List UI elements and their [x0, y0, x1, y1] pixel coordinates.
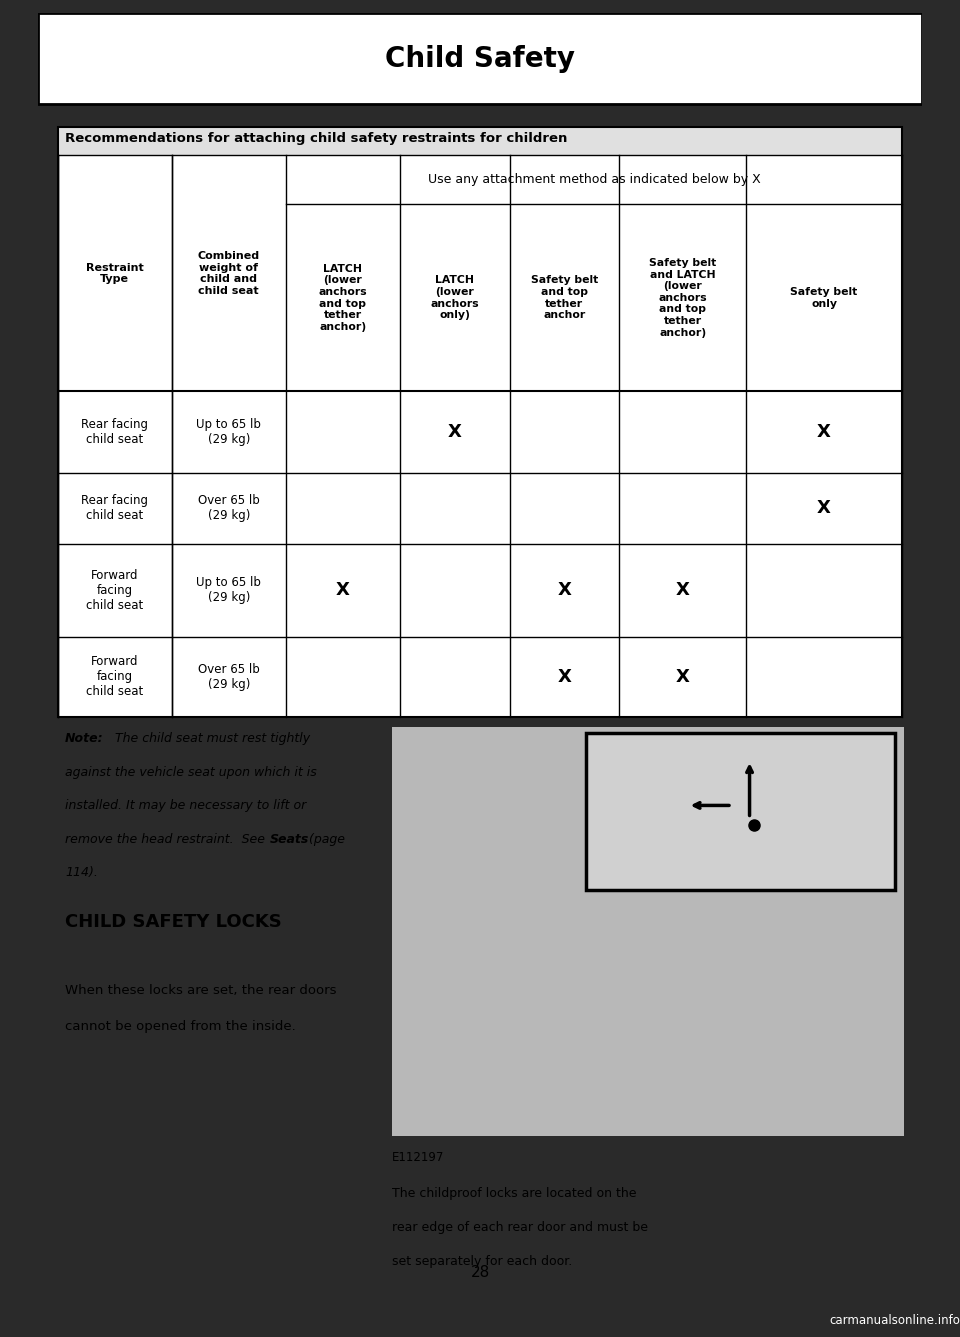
Text: X: X: [817, 422, 831, 441]
Text: LATCH
(lower
anchors
and top
tether
anchor): LATCH (lower anchors and top tether anch…: [319, 263, 367, 332]
Text: remove the head restraint.  See: remove the head restraint. See: [65, 833, 269, 845]
Text: LATCH
(lower
anchors
only): LATCH (lower anchors only): [430, 275, 479, 321]
Bar: [392, 727, 904, 1136]
Text: carmanualsonline.info: carmanualsonline.info: [829, 1314, 960, 1328]
Bar: [38, 13, 922, 104]
Text: Up to 65 lb
(29 kg): Up to 65 lb (29 kg): [197, 418, 261, 447]
Text: (page: (page: [305, 833, 346, 845]
Bar: [58, 127, 902, 155]
Text: When these locks are set, the rear doors: When these locks are set, the rear doors: [65, 984, 336, 996]
Text: Combined
weight of
child and
child seat: Combined weight of child and child seat: [198, 251, 260, 295]
Text: Safety belt
only: Safety belt only: [790, 287, 857, 309]
Text: Seats: Seats: [270, 833, 309, 845]
Bar: [587, 733, 895, 890]
Text: Child Safety: Child Safety: [385, 44, 575, 72]
Text: installed. It may be necessary to lift or: installed. It may be necessary to lift o…: [65, 800, 306, 812]
Text: cannot be opened from the inside.: cannot be opened from the inside.: [65, 1020, 296, 1032]
Bar: [58, 155, 902, 717]
Text: 114).: 114).: [65, 866, 98, 880]
Text: Safety belt
and LATCH
(lower
anchors
and top
tether
anchor): Safety belt and LATCH (lower anchors and…: [649, 258, 716, 338]
Text: X: X: [676, 582, 689, 599]
Text: X: X: [558, 582, 571, 599]
Text: Recommendations for attaching child safety restraints for children: Recommendations for attaching child safe…: [65, 132, 567, 146]
Text: X: X: [817, 499, 831, 517]
Text: against the vehicle seat upon which it is: against the vehicle seat upon which it i…: [65, 766, 317, 778]
Text: Note:: Note:: [65, 733, 104, 745]
Text: Restraint
Type: Restraint Type: [86, 262, 144, 285]
Text: Forward
facing
child seat: Forward facing child seat: [86, 568, 143, 611]
Text: Over 65 lb
(29 kg): Over 65 lb (29 kg): [198, 495, 260, 523]
Text: X: X: [336, 582, 349, 599]
Text: Rear facing
child seat: Rear facing child seat: [82, 495, 149, 523]
Text: The childproof locks are located on the: The childproof locks are located on the: [392, 1187, 636, 1201]
Text: rear edge of each rear door and must be: rear edge of each rear door and must be: [392, 1221, 648, 1234]
Text: X: X: [676, 667, 689, 686]
Text: X: X: [447, 422, 462, 441]
Text: X: X: [558, 667, 571, 686]
Text: Up to 65 lb
(29 kg): Up to 65 lb (29 kg): [197, 576, 261, 604]
Text: Use any attachment method as indicated below by X: Use any attachment method as indicated b…: [427, 174, 760, 186]
Bar: [58, 127, 902, 717]
Text: E112197: E112197: [392, 1151, 444, 1165]
Text: set separately for each door.: set separately for each door.: [392, 1254, 572, 1267]
Text: Rear facing
child seat: Rear facing child seat: [82, 418, 149, 447]
Text: Over 65 lb
(29 kg): Over 65 lb (29 kg): [198, 663, 260, 690]
Text: CHILD SAFETY LOCKS: CHILD SAFETY LOCKS: [65, 913, 281, 931]
Text: Safety belt
and top
tether
anchor: Safety belt and top tether anchor: [531, 275, 598, 321]
Text: 28: 28: [470, 1265, 490, 1281]
Text: Forward
facing
child seat: Forward facing child seat: [86, 655, 143, 698]
Text: The child seat must rest tightly: The child seat must rest tightly: [110, 733, 310, 745]
